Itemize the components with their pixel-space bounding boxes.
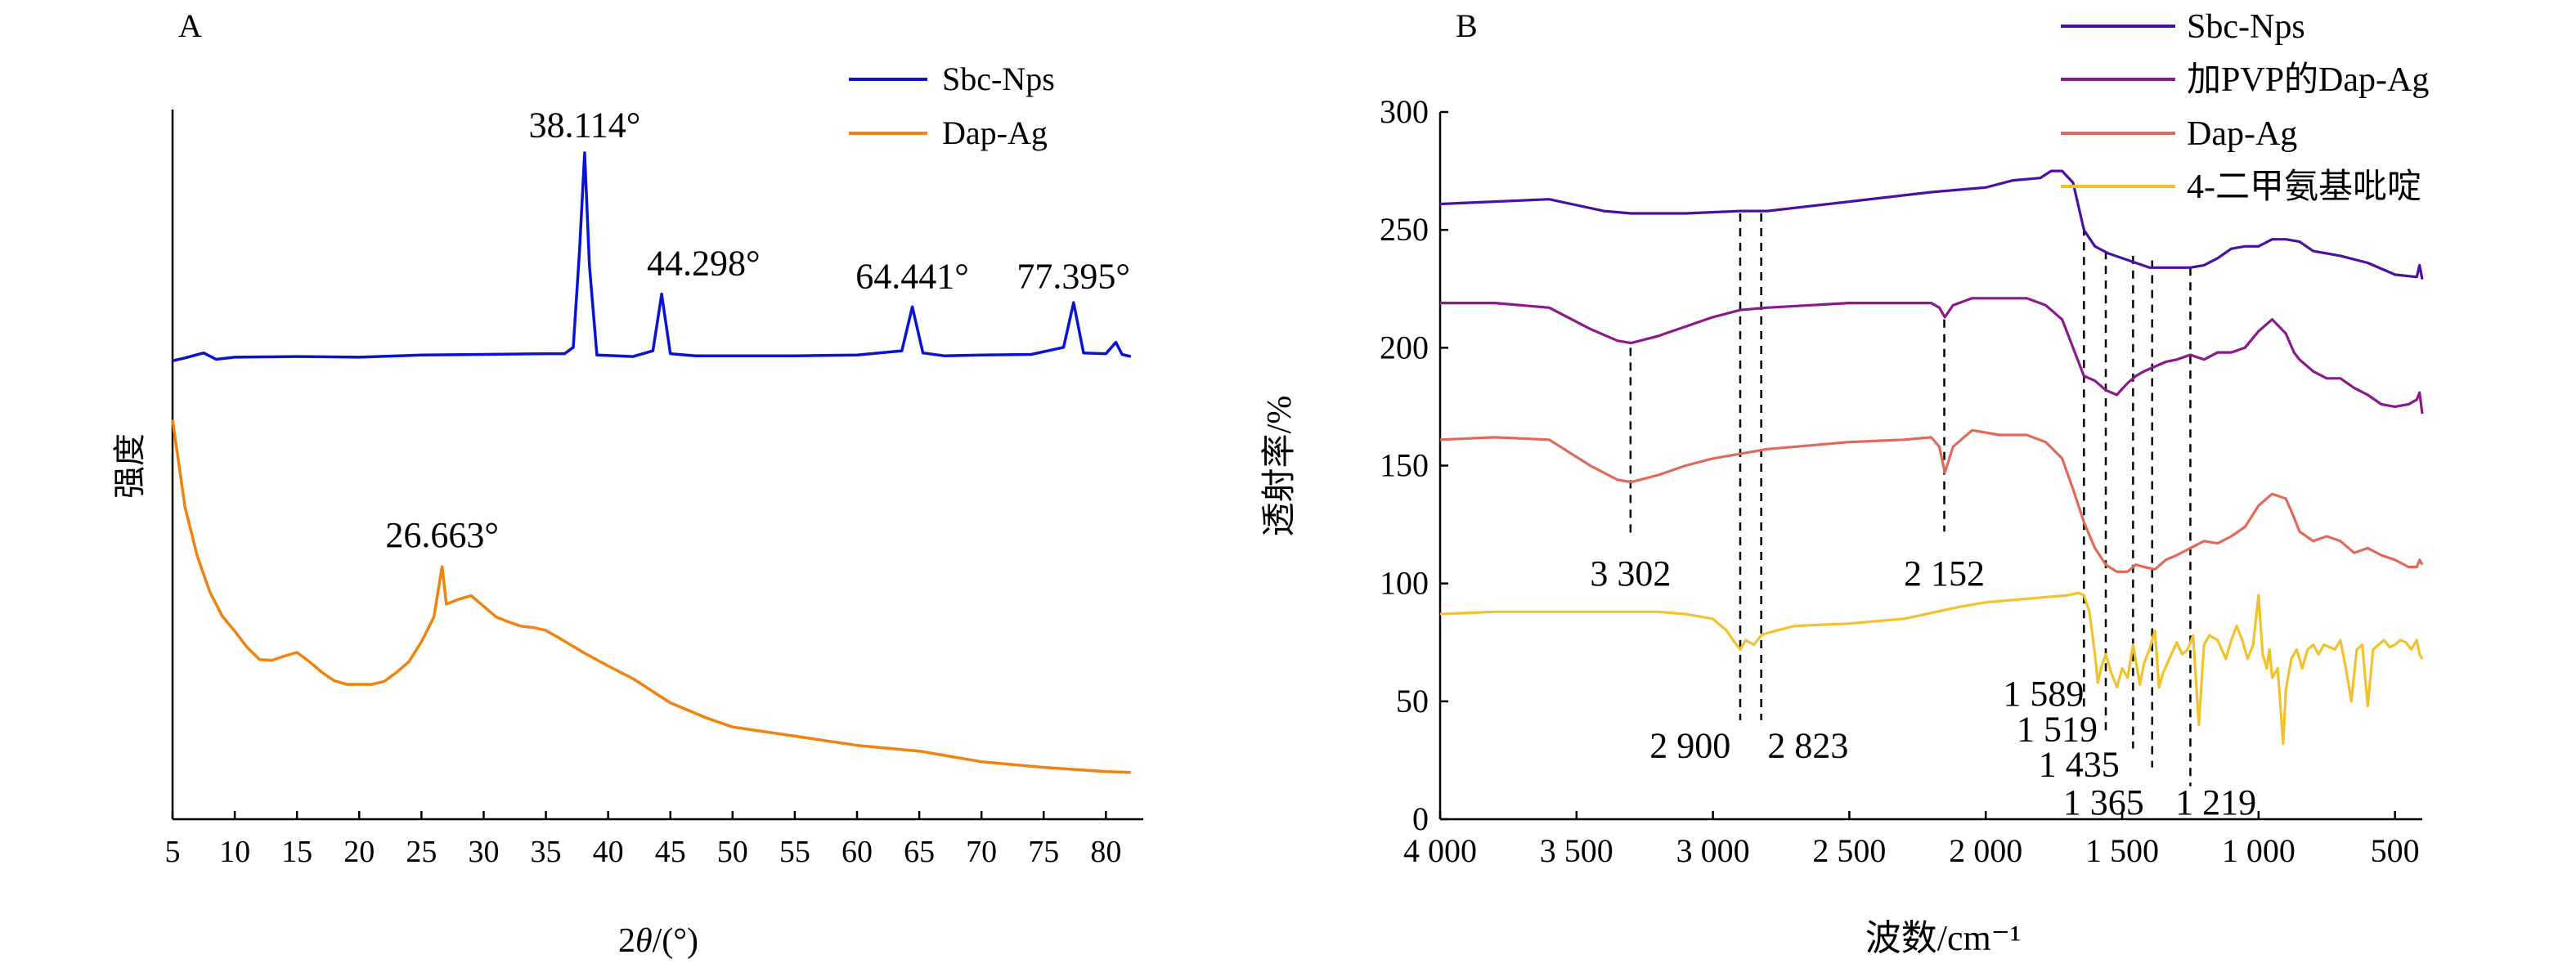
x-tick-label-55: 55 (779, 835, 810, 869)
panel-b-ticks: 0 50 100 150 200 250 300 4 000 3 500 3 000 2 500 2 … (1380, 93, 2420, 869)
y-tick-label-150: 150 (1380, 447, 1429, 484)
x-tick-label-40: 40 (593, 835, 624, 869)
peak-annotation-3: 77.395° (1016, 256, 1130, 296)
series-line-sbc-nps (172, 151, 1132, 363)
y-tick-label-50: 50 (1396, 683, 1429, 719)
x-tick-label-10: 10 (219, 835, 250, 869)
panel-a-label: A (178, 7, 202, 44)
x-tick-label-500: 500 (2371, 832, 2420, 869)
panel-b-label: B (1456, 7, 1478, 44)
panel-a-y-axis-label: 强度 (111, 433, 148, 499)
peak-label-3-302: 3 302 (1590, 553, 1671, 594)
legend-label-b-pvp: 加PVP的Dap-Ag (2187, 61, 2429, 99)
peak-annotation-1: 44.298° (647, 244, 761, 284)
panel-a-annotations: 38.114° 44.298° 64.441° 77.395° 26.663° (385, 105, 1130, 555)
peak-annotation-0: 38.114° (528, 105, 640, 145)
legend-label-b-sbc-nps: Sbc-Nps (2187, 8, 2305, 46)
panel-b-series (1439, 169, 2424, 746)
series-line-4-二甲氨基吡啶 (1439, 591, 2424, 746)
y-tick-label-0: 0 (1412, 800, 1429, 837)
panel-a-x-axis-label: 2θ/(°) (618, 922, 698, 960)
x-tick-label-35: 35 (531, 835, 562, 869)
y-tick-label-100: 100 (1380, 565, 1429, 602)
peak-label-2-152: 2 152 (1904, 553, 1985, 594)
x-tick-label-20: 20 (343, 835, 375, 869)
panel-b-x-axis-label: 波数/cm⁻¹ (1865, 918, 2021, 958)
y-tick-label-200: 200 (1380, 329, 1429, 365)
series-line-dap-ag (1439, 428, 2424, 573)
x-tick-label-2500: 2 500 (1812, 832, 1886, 869)
x-tick-label-4000: 4 000 (1403, 832, 1477, 869)
legend-label-sbc-nps: Sbc-Nps (942, 60, 1055, 97)
panel-b-peak-markers (1629, 213, 2192, 786)
x-tick-label-50: 50 (717, 835, 748, 869)
legend-label-b-dap-ag: Dap-Ag (2187, 115, 2297, 153)
panel-a-chart: A 5 10 15 20 25 30 35 40 45 50 55 60 65 70 75 80 38.114… (111, 7, 1143, 960)
y-tick-label-300: 300 (1380, 93, 1429, 130)
panel-b-y-axis-label: 透射率/% (1260, 396, 1299, 537)
peak-label-1-219: 1 219 (2175, 782, 2256, 822)
x-tick-label-30: 30 (468, 835, 499, 869)
series-line-加pvp的dap-ag (1440, 297, 2424, 415)
y-tick-label-250: 250 (1380, 211, 1429, 248)
panel-b-chart: B 0 50 100 150 200 250 300 4 000 3 500 3 000 2 500… (1260, 7, 2429, 958)
x-tick-label-2000: 2 000 (1949, 832, 2022, 869)
peak-label-1-365: 1 365 (2063, 782, 2144, 822)
x-tick-label-25: 25 (406, 835, 437, 869)
panel-a-x-ticks: 5 10 15 20 25 30 35 40 45 50 55 60 65 70 75 80 (165, 811, 1121, 869)
x-tick-label-80: 80 (1090, 835, 1121, 869)
panel-a-legend: Sbc-Nps Dap-Ag (849, 60, 1055, 151)
x-tick-label-60: 60 (841, 835, 873, 869)
peak-label-2-823: 2 823 (1767, 726, 1848, 766)
x-tick-label-5: 5 (165, 835, 181, 869)
x-tick-label-3000: 3 000 (1676, 832, 1750, 869)
peak-label-2-900: 2 900 (1649, 726, 1730, 766)
peak-label-1-519: 1 519 (2017, 709, 2098, 749)
x-tick-label-70: 70 (966, 835, 997, 869)
x-tick-label-65: 65 (904, 835, 935, 869)
panel-b-legend: Sbc-Nps 加PVP的Dap-Ag Dap-Ag 4-二甲氨基吡啶 (2061, 8, 2429, 206)
peak-annotation-2: 64.441° (855, 256, 969, 296)
series-line-sbc-nps (1439, 169, 2424, 280)
x-tick-label-1500: 1 500 (2085, 832, 2159, 869)
panel-a-series (171, 151, 1132, 774)
legend-label-dap-ag: Dap-Ag (942, 114, 1048, 151)
peak-annotation-4: 26.663° (385, 515, 499, 555)
x-tick-label-75: 75 (1028, 835, 1059, 869)
peak-label-1-435: 1 435 (2039, 745, 2120, 785)
x-tick-label-3500: 3 500 (1540, 832, 1613, 869)
x-tick-label-15: 15 (281, 835, 312, 869)
legend-label-b-dmap: 4-二甲氨基吡啶 (2187, 168, 2421, 206)
peak-label-1-589: 1 589 (2003, 674, 2084, 714)
x-tick-label-1000: 1 000 (2222, 832, 2296, 869)
series-line-dap-ag (171, 419, 1131, 774)
x-tick-label-45: 45 (655, 835, 686, 869)
